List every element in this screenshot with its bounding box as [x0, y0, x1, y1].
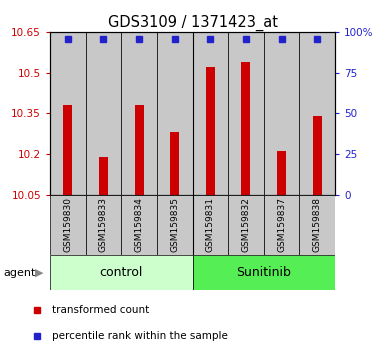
Text: GSM159837: GSM159837	[277, 197, 286, 252]
Bar	[192, 255, 335, 290]
Text: control: control	[100, 266, 143, 279]
Bar	[264, 32, 300, 195]
Bar	[300, 195, 335, 255]
Text: agent: agent	[4, 268, 36, 278]
Bar	[135, 105, 144, 195]
Bar	[157, 32, 192, 195]
Bar	[50, 195, 85, 255]
Text: GSM159834: GSM159834	[135, 197, 144, 252]
Text: percentile rank within the sample: percentile rank within the sample	[52, 331, 228, 341]
Text: Sunitinib: Sunitinib	[236, 266, 291, 279]
Bar	[300, 32, 335, 195]
Text: GSM159831: GSM159831	[206, 197, 215, 252]
Bar	[170, 132, 179, 195]
Bar	[192, 195, 228, 255]
Bar	[85, 32, 121, 195]
Bar	[277, 151, 286, 195]
Bar	[241, 62, 250, 195]
Bar	[206, 67, 215, 195]
Text: ▶: ▶	[35, 268, 43, 278]
Bar	[313, 116, 321, 195]
Text: GSM159832: GSM159832	[241, 197, 250, 252]
Bar	[50, 255, 192, 290]
Text: GSM159838: GSM159838	[313, 197, 321, 252]
Bar	[192, 32, 228, 195]
Bar	[64, 105, 72, 195]
Text: GSM159830: GSM159830	[64, 197, 72, 252]
Bar	[228, 32, 264, 195]
Bar	[85, 195, 121, 255]
Bar	[99, 157, 108, 195]
Bar	[264, 195, 300, 255]
Bar	[121, 195, 157, 255]
Bar	[121, 32, 157, 195]
Bar	[228, 195, 264, 255]
Title: GDS3109 / 1371423_at: GDS3109 / 1371423_at	[107, 14, 278, 30]
Text: GSM159835: GSM159835	[170, 197, 179, 252]
Bar	[50, 32, 85, 195]
Text: GSM159833: GSM159833	[99, 197, 108, 252]
Text: transformed count: transformed count	[52, 305, 149, 315]
Bar	[157, 195, 192, 255]
